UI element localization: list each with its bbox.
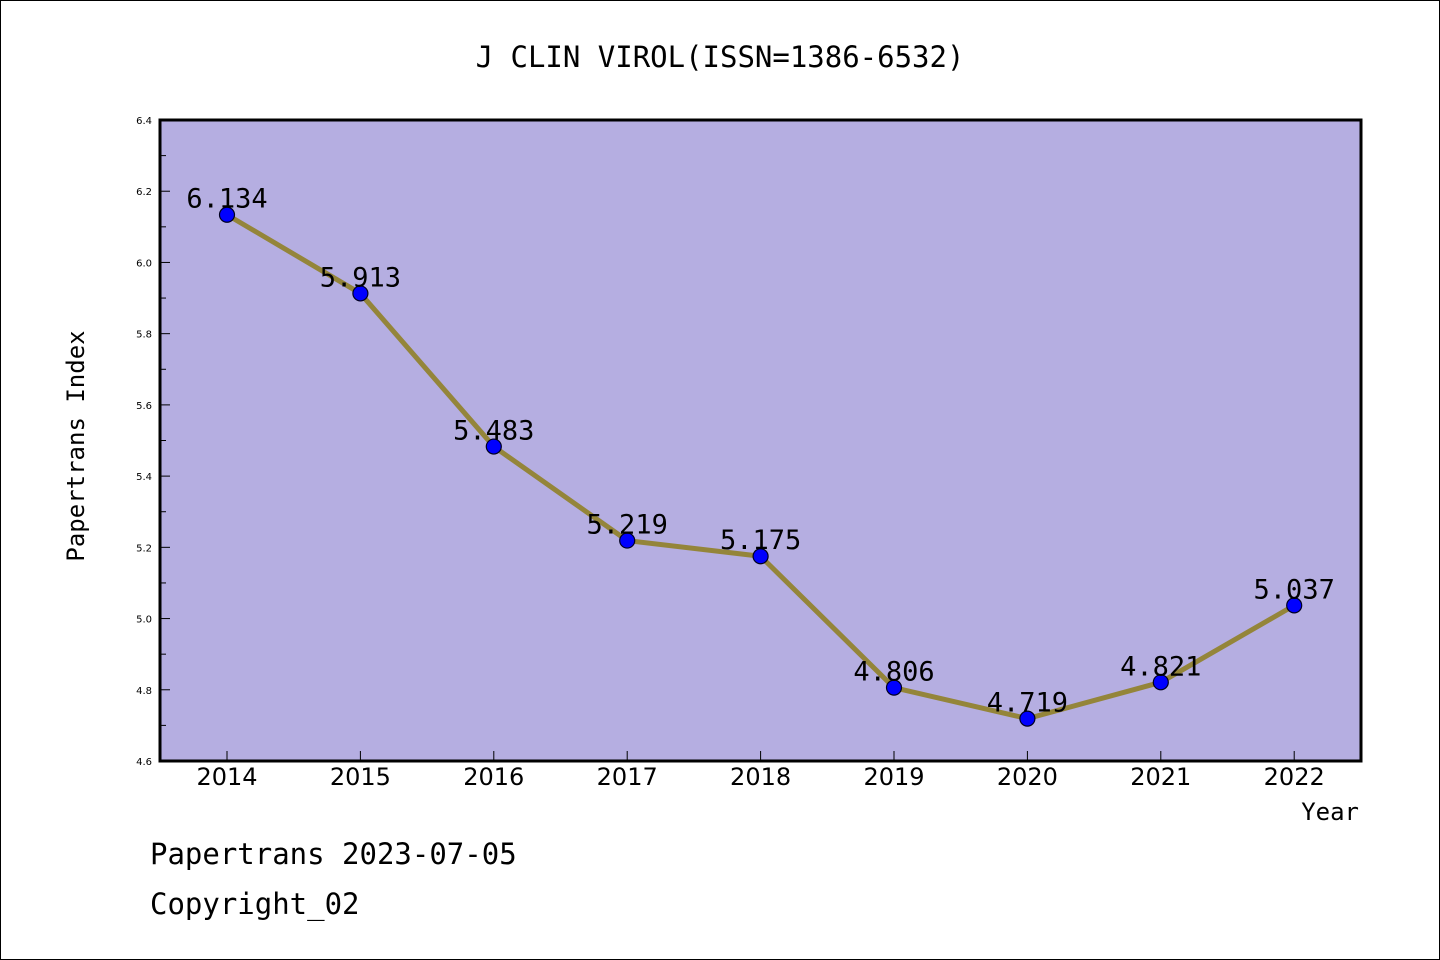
y-tick-label: 5.2: [136, 543, 152, 554]
x-tick-label: 2014: [196, 763, 257, 791]
y-tick-label: 5.6: [136, 401, 152, 412]
data-label: 5.483: [453, 416, 534, 447]
y-tick-label: 5.4: [136, 472, 152, 483]
x-tick-label: 2018: [730, 763, 791, 791]
data-point: [352, 285, 369, 302]
series-group: 6.134 5.913 5.483 5.219 5.175 4.806 4.719 4.821…: [186, 184, 1335, 727]
data-label: 5.219: [587, 510, 668, 541]
x-tick-label: 2016: [463, 763, 524, 791]
x-tick-label: 2019: [863, 763, 924, 791]
data-label: 5.037: [1254, 574, 1335, 605]
y-tick-label: 6.4: [136, 116, 152, 127]
data-label: 4.821: [1120, 651, 1201, 682]
y-tick-label: 5.8: [136, 330, 152, 341]
data-label: 5.175: [720, 525, 801, 556]
data-label: 5.913: [320, 262, 401, 293]
data-label: 4.806: [853, 657, 934, 688]
data-label: 4.719: [987, 688, 1068, 719]
y-tick-label: 6.2: [136, 187, 152, 198]
y-tick-label: 6.0: [136, 258, 152, 269]
x-tick-label: 2021: [1130, 763, 1191, 791]
x-tick-label: 2015: [330, 763, 391, 791]
data-point: [485, 438, 502, 455]
chart-title: J CLIN VIROL(ISSN=1386-6532): [476, 40, 965, 74]
y-tick-label: 5.0: [136, 615, 152, 626]
x-axis: 2014 2015 2016 2017 2018 2019 2020 2021 2022: [196, 751, 1325, 791]
data-label: 6.134: [186, 184, 267, 215]
x-tick-label: 2022: [1264, 763, 1325, 791]
footer-copyright: Copyright_02: [150, 887, 360, 922]
x-axis-label: Year: [1301, 798, 1359, 826]
data-point: [885, 679, 903, 696]
y-tick-label: 4.8: [136, 686, 152, 697]
data-point: [1152, 674, 1169, 691]
y-axis-label: Papertrans Index: [62, 330, 90, 561]
x-tick-label: 2020: [997, 763, 1058, 791]
y-axis: 4.6 4.8 5.0 5.2 5.4 5.6 5.8 6.0 6.2 6.4: [136, 116, 170, 768]
y-tick-label: 4.6: [136, 757, 152, 768]
footer-source-line: Papertrans 2023-07-05: [150, 837, 517, 871]
data-point: [619, 532, 636, 549]
x-tick-label: 2017: [597, 763, 658, 791]
data-point: [752, 548, 769, 565]
data-point: [1019, 710, 1036, 727]
data-point: [218, 206, 236, 223]
data-point: [1286, 597, 1303, 614]
plot-area: [158, 118, 1363, 763]
